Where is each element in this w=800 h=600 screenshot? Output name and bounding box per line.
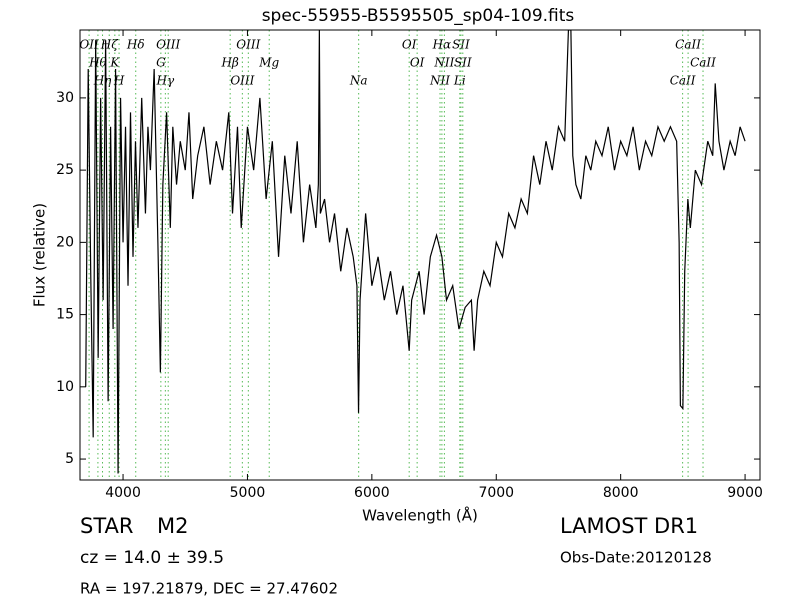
spectral-line-label: OI	[410, 56, 425, 70]
y-tick-label: 15	[56, 307, 74, 323]
spectral-line-label: NII	[429, 74, 450, 88]
spectral-line-label: CaII	[675, 38, 701, 52]
spectral-line-label: K	[109, 56, 120, 70]
x-tick-label: 8000	[603, 485, 639, 501]
spectral-line-label: Mg	[258, 56, 279, 70]
x-tick-label: 9000	[727, 485, 763, 501]
y-tick-label: 20	[56, 234, 74, 250]
x-tick-label: 7000	[478, 485, 514, 501]
y-tick-label: 5	[65, 451, 74, 467]
obs-date: Obs-Date:20120128	[560, 549, 712, 567]
spectral-line-label: Li	[453, 74, 466, 88]
spectral-line-label: H	[113, 74, 125, 88]
spectral-line-label: OIII	[230, 74, 254, 88]
object-class: STAR	[80, 514, 133, 538]
chart-title: spec-55955-B5595505_sp04-109.fits	[262, 6, 575, 26]
spectral-line-label: G	[156, 56, 166, 70]
object-subclass: M2	[157, 514, 188, 538]
spectral-line-label: OIII	[156, 38, 180, 52]
spectral-line-label: Hδ	[126, 38, 145, 52]
x-axis-label: Wavelength (Å)	[362, 506, 478, 525]
spectral-line-label: Hθ	[88, 56, 107, 70]
spectral-line-label: CaII	[670, 74, 696, 88]
x-tick-label: 4000	[105, 485, 141, 501]
spectral-line-label: CaII	[690, 56, 716, 70]
spectral-line-label: Hα	[432, 38, 452, 52]
plot-frame	[79, 29, 761, 481]
spectral-line-label: OIII	[236, 38, 260, 52]
survey: LAMOST DR1	[560, 514, 698, 538]
y-axis-label: Flux (relative)	[31, 203, 49, 307]
redshift: cz = 14.0 ± 39.5	[80, 548, 224, 568]
spectrum-line	[85, 30, 746, 474]
spectral-line-label: Hζ	[100, 38, 119, 52]
y-tick-label: 30	[56, 90, 74, 106]
y-tick-label: 25	[56, 162, 74, 178]
spectral-line-label: Hβ	[220, 56, 238, 70]
x-tick-label: 6000	[354, 485, 390, 501]
spectral-line-label: Hγ	[156, 74, 175, 88]
spectral-line-label: SII	[452, 38, 470, 52]
spectral-line-label: SII	[454, 56, 472, 70]
coordinates: RA = 197.21879, DEC = 27.47602	[80, 580, 338, 598]
y-tick-label: 10	[56, 379, 74, 395]
spectral-line-label: NII	[433, 56, 454, 70]
spectral-line-label: OII	[79, 38, 99, 52]
spectral-line-label: OI	[402, 38, 417, 52]
x-tick-label: 5000	[230, 485, 266, 501]
spectral-line-label: Hη	[93, 74, 112, 88]
spectral-line-label: Na	[349, 74, 368, 88]
